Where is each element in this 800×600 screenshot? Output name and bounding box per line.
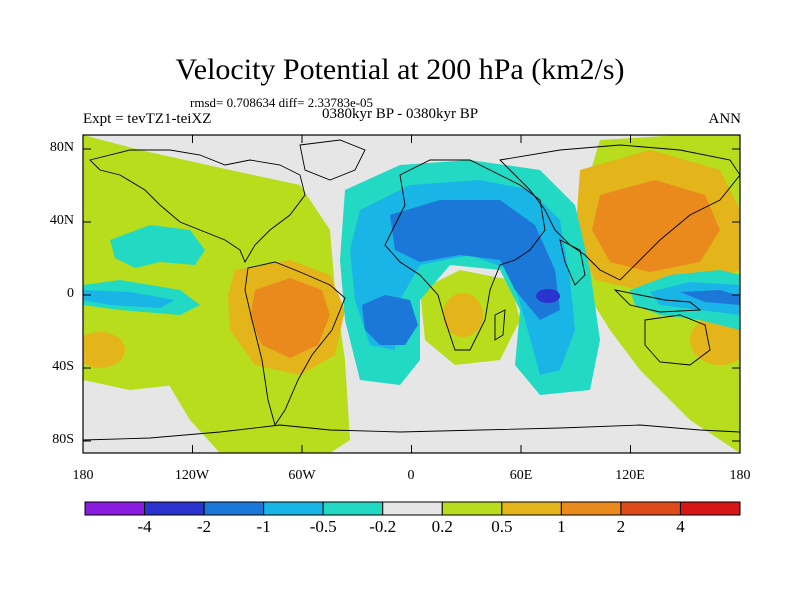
contour-pos-1-asia (592, 180, 720, 272)
contour-neg-1-westpacific (680, 290, 740, 305)
contour-neg-1-atlantic (362, 295, 418, 345)
map-field (83, 135, 740, 453)
colorbar-swatch (263, 501, 324, 516)
contour-neg-02-namerica (110, 225, 205, 268)
colorbar-label: -4 (137, 517, 152, 536)
coast-antarctica (83, 424, 740, 441)
lon-label-120e: 120E (615, 468, 645, 483)
colorbar-label: 0.2 (431, 517, 453, 536)
coast-north-america (89, 149, 306, 264)
coast-india (559, 239, 586, 286)
colorbar-label: -0.2 (369, 517, 397, 536)
map-title: Velocity Potential at 200 hPa (km2/s) (175, 53, 625, 86)
period-label: 0380kyr BP - 0380kyr BP (322, 106, 479, 122)
colorbar-swatch (84, 501, 146, 516)
colorbar-swatch (441, 501, 503, 516)
lat-label-0: 0 (67, 286, 74, 301)
colorbar-swatch (501, 501, 562, 516)
coast-asia (499, 144, 740, 281)
contour-pos-05-eastpacific (690, 315, 740, 365)
coast-indonesia (613, 289, 702, 313)
lat-label-40s: 40S (52, 359, 74, 374)
lat-label-80s: 80S (52, 432, 74, 447)
coast-australia (644, 314, 711, 366)
lon-label-60e: 60E (509, 468, 533, 483)
contour-neg-2-indian (536, 289, 560, 303)
coast-south-america (244, 261, 346, 427)
coastlines (83, 139, 740, 441)
colorbar-swatch (144, 501, 205, 516)
colorbar-label: -2 (196, 517, 212, 536)
colorbar-swatch (203, 501, 265, 516)
colorbar (84, 501, 741, 516)
contour-pos-05-southpacific (83, 332, 125, 368)
lon-label-60w: 60W (288, 468, 316, 483)
contour-pos-05-seafrica (443, 293, 483, 337)
colorbar-swatch (322, 501, 384, 516)
colorbar-label: 4 (676, 517, 685, 536)
experiment-label: Expt = tevTZ1-teiXZ (83, 111, 212, 127)
colorbar-swatch (679, 501, 741, 516)
colorbar-label: 2 (616, 517, 626, 536)
colorbar-swatch (620, 501, 681, 516)
coast-greenland (299, 139, 366, 181)
lon-label-180w: 180 (72, 468, 94, 483)
lon-label-0: 0 (407, 468, 415, 483)
lat-label-80n: 80N (49, 140, 74, 155)
lon-label-180e: 180 (729, 468, 751, 483)
colorbar-label: 0.5 (491, 517, 513, 536)
stats-text: rmsd= 0.708634 diff= 2.33783e-05 (190, 95, 374, 110)
contour-pos-1-samerica (250, 278, 330, 358)
contour-pos-02-americas (83, 135, 350, 453)
lat-label-40n: 40N (49, 213, 74, 228)
axis-ticks (82, 135, 741, 453)
contour-neg-1-central (390, 200, 560, 320)
lon-label-120w: 120W (174, 468, 210, 483)
colorbar-label: -0.5 (309, 517, 337, 536)
season-label: ANN (708, 111, 742, 127)
contour-neg-05-eastpacific (83, 290, 175, 308)
colorbar-label: -1 (256, 517, 271, 536)
colorbar-label: 1 (557, 517, 566, 536)
colorbar-swatch (560, 501, 622, 516)
colorbar-swatch (382, 501, 443, 516)
coast-europe-africa (384, 159, 546, 351)
coast-madagascar (494, 309, 506, 341)
